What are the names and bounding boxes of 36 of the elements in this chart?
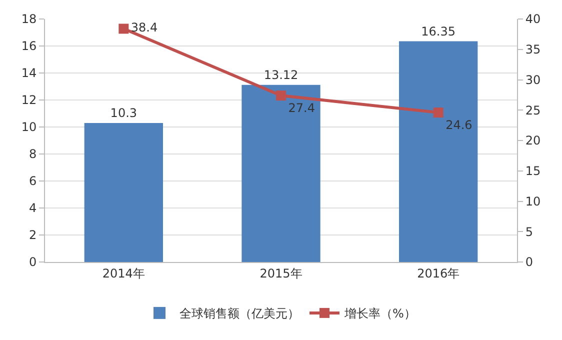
y2-tick-label: 30 [525, 72, 541, 87]
y-tick-label: 2 [28, 228, 37, 242]
point [118, 24, 129, 34]
y-tick-label: 16 [21, 39, 37, 54]
legend-label: 增长率（%） [344, 306, 416, 321]
data-label: 24.6 [446, 118, 472, 132]
x-tick-label: 2016年 [417, 266, 460, 280]
y-tick-label: 6 [28, 174, 37, 188]
point [433, 108, 444, 118]
data-label: 38.4 [130, 20, 158, 35]
y-tick-label: 4 [28, 201, 37, 216]
y2-tick-label: 40 [525, 12, 541, 26]
y-tick-label: 0 [28, 255, 37, 270]
data-label: 16.35 [421, 24, 456, 38]
bar [242, 84, 320, 262]
x-tick-label: 2015年 [260, 266, 302, 280]
y2-tick-label: 15 [525, 164, 541, 178]
y-tick-label: 14 [21, 66, 37, 80]
data-label: 27.4 [288, 100, 315, 115]
y-tick-label: 10 [21, 120, 37, 134]
point [276, 90, 286, 101]
bar [84, 122, 163, 262]
y2-tick-label: 35 [525, 42, 541, 57]
y2-tick-label: 0 [525, 255, 534, 270]
x-tick-label: 2014年 [102, 266, 145, 280]
bar [399, 41, 478, 262]
legend-label: 全球销售额（亿美元） [180, 306, 300, 321]
y2-tick-label: 5 [525, 224, 534, 239]
y2-tick-label: 20 [525, 134, 541, 148]
y-tick-label: 18 [21, 12, 37, 26]
y2-tick-label: 25 [525, 103, 541, 118]
y-tick-label: 12 [21, 93, 37, 108]
data-label: 10.3 [110, 106, 138, 120]
y2-tick-label: 10 [525, 194, 541, 208]
y-tick-label: 8 [28, 147, 37, 162]
data-label: 13.12 [264, 68, 298, 82]
